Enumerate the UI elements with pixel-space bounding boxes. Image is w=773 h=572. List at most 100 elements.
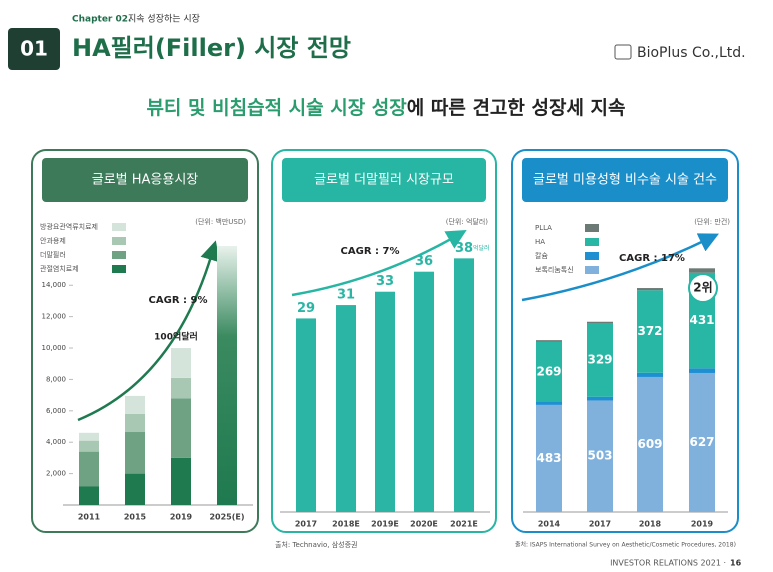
legend-label: 보톡리눔톡신	[535, 265, 574, 274]
logo-icon	[614, 44, 632, 60]
legend-swatch	[585, 224, 599, 232]
bar-segment	[79, 486, 99, 505]
legend-swatch	[585, 238, 599, 246]
bar	[375, 291, 395, 512]
x-tick-label: 2020E	[410, 520, 438, 529]
y-tick-label: 12,000	[42, 313, 67, 321]
legend-label: HA	[535, 238, 545, 246]
bar-segment	[171, 377, 191, 399]
bar	[414, 271, 434, 512]
legend-swatch	[112, 237, 126, 245]
legend-label: 더말필러	[40, 250, 66, 259]
headline-highlight: 뷰티 및 비침습적 시술 시장 성장	[146, 97, 407, 119]
annotation: 100억달러	[154, 331, 198, 343]
footer: INVESTOR RELATIONS 2021 ·	[610, 559, 726, 568]
unit-label: (단위: 백만USD)	[195, 217, 246, 226]
bar-segment	[637, 290, 663, 373]
bar-segment	[689, 268, 715, 273]
chapter: Chapter 02.	[72, 15, 131, 25]
x-tick-label: 2018E	[332, 520, 360, 529]
unit-label: (단위: 만건)	[694, 217, 730, 226]
y-tick-label: 14,000	[42, 281, 67, 289]
bar-segment	[79, 432, 99, 441]
value-label: 372	[637, 324, 662, 338]
panel-title-box	[522, 158, 728, 202]
headline-rest: 에 따른 견고한 성장세 지속	[407, 97, 626, 119]
annotation: CAGR : 9%	[149, 295, 208, 306]
legend-label: 관절염치료제	[40, 264, 79, 273]
source: 출처: Technavio, 삼성증권	[275, 540, 357, 549]
bar-segment	[587, 400, 613, 512]
rank-badge	[688, 273, 718, 303]
bar-segment	[689, 372, 715, 512]
legend-label: PLLA	[535, 224, 552, 232]
panel-title-box	[282, 158, 486, 202]
panel	[511, 149, 739, 533]
value-label: 609	[637, 437, 662, 451]
bar-segment	[536, 340, 562, 342]
x-tick-label: 2015	[124, 513, 147, 522]
number-box	[8, 28, 60, 70]
page-number: 16	[730, 559, 742, 568]
legend-swatch	[112, 251, 126, 259]
panel-title: 글로벌 HA응용시장	[92, 173, 199, 188]
bar-segment	[536, 404, 562, 512]
x-tick-label: 2011	[78, 513, 101, 522]
legend-label: 칼슘	[535, 251, 548, 260]
x-tick-label: 2014	[538, 520, 561, 529]
x-tick-label: 2021E	[450, 520, 478, 529]
y-tick-label: 6,000	[46, 407, 66, 415]
legend-label: 안과용제	[40, 236, 66, 245]
y-tick-label: 2,000	[46, 470, 66, 478]
trend-arrow	[291, 230, 467, 297]
value-label: 431	[689, 313, 714, 327]
x-tick-label: 2017	[589, 520, 611, 529]
annotation: CAGR : 7%	[341, 246, 400, 257]
bar-segment	[79, 451, 99, 487]
bar-segment	[171, 457, 191, 505]
x-tick-label: 2019E	[371, 520, 399, 529]
bar-segment	[689, 368, 715, 373]
bar-segment	[587, 396, 613, 401]
bar	[296, 318, 316, 512]
y-tick-label: 10,000	[42, 344, 67, 352]
bar-segment	[587, 323, 613, 397]
value-label: 33	[376, 274, 394, 289]
page-title: HA필러(Filler) 시장 전망	[72, 34, 351, 62]
bar-segment	[125, 432, 145, 474]
trend-arrow	[77, 240, 220, 422]
y-tick-label: 4,000	[46, 438, 66, 446]
x-tick-label: 2019	[170, 513, 193, 522]
value-label: 29	[297, 301, 315, 316]
legend-swatch	[112, 265, 126, 273]
bar-segment	[79, 440, 99, 452]
bar	[454, 258, 474, 512]
bar-segment	[125, 413, 145, 433]
legend-label: 방광요관역류치료제	[40, 222, 98, 231]
y-tick-label: 8,000	[46, 375, 66, 383]
headline: 뷰티 및 비침습적 시술 시장 성장에 따른 견고한 성장세 지속	[146, 97, 625, 119]
value-unit: 억달러	[473, 244, 490, 252]
value-label: 483	[536, 451, 561, 465]
panel-title: 글로벌 더말필러 시장규모	[314, 173, 454, 188]
section-number: 01	[20, 37, 48, 61]
value-label: 627	[689, 435, 714, 449]
unit-label: (단위: 억달러)	[446, 217, 489, 226]
bar-segment	[125, 473, 145, 505]
bar	[336, 305, 356, 512]
value-label: 503	[587, 449, 612, 463]
chapter-title: 지속 성장하는 시장	[128, 14, 200, 25]
bar-segment	[171, 348, 191, 378]
value-label: 38	[455, 241, 473, 256]
legend-swatch	[585, 252, 599, 260]
value-label: 329	[587, 353, 612, 367]
logo: BioPlus Co.,Ltd.	[637, 45, 746, 61]
annotation: CAGR : 17%	[619, 253, 685, 264]
bar	[217, 246, 237, 505]
bar-segment	[125, 395, 145, 414]
bar-segment	[637, 288, 663, 291]
value-label: 269	[536, 364, 561, 378]
annotation: 2위	[693, 281, 712, 295]
trend-arrow	[521, 233, 719, 302]
